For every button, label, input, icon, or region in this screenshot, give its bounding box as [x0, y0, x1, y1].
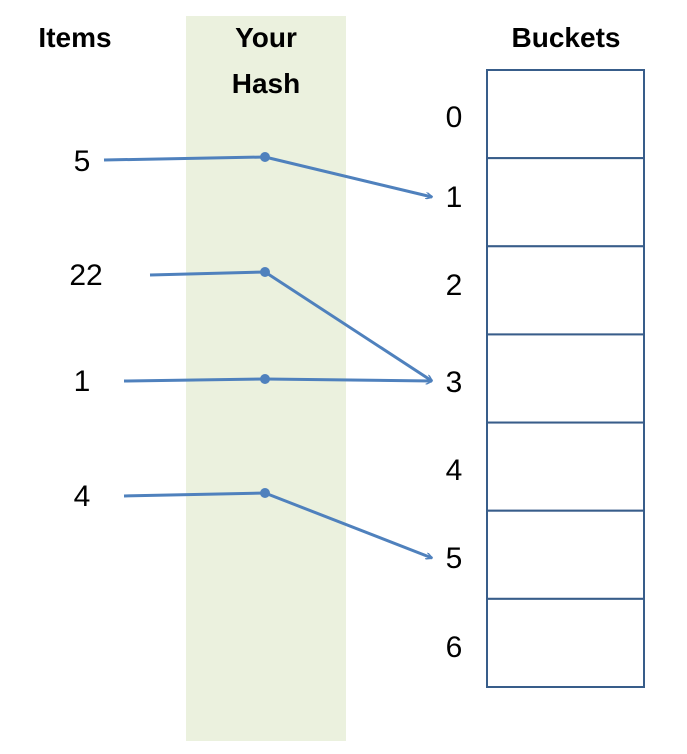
buckets-table [486, 69, 645, 688]
item-to-hash-line [149, 270, 266, 277]
bucket-index: 3 [445, 366, 463, 399]
item-label: 4 [73, 480, 91, 513]
bucket-index: 1 [445, 181, 463, 214]
bucket-cell [486, 421, 645, 512]
bucket-cell [486, 69, 645, 160]
item-to-hash-line [123, 491, 266, 498]
item-to-hash-line [103, 155, 266, 162]
hash-to-bucket-arrow [264, 270, 432, 383]
item-label: 5 [73, 145, 91, 178]
hash-arrows [103, 152, 432, 558]
bucket-index: 6 [445, 631, 463, 664]
hash-point [260, 374, 270, 384]
hash-header-line2: Hash [231, 68, 301, 99]
buckets-header: Buckets [511, 22, 621, 53]
bucket-index: 2 [445, 269, 463, 302]
hash-to-bucket-arrow [264, 155, 432, 197]
hash-point [260, 267, 270, 277]
bucket-cell [486, 157, 645, 248]
bucket-cell [486, 597, 645, 688]
hash-to-bucket-arrow [264, 379, 432, 381]
bucket-index: 0 [445, 101, 463, 134]
item-label: 1 [73, 365, 91, 398]
bucket-index: 4 [445, 454, 463, 487]
items-header: Items [38, 22, 112, 53]
hash-header-line1: Your [235, 22, 297, 53]
bucket-cell [486, 509, 645, 600]
hash-to-bucket-arrow [264, 491, 432, 558]
bucket-index: 5 [445, 542, 463, 575]
hash-point [260, 488, 270, 498]
item-label: 22 [69, 259, 103, 292]
hash-point [260, 152, 270, 162]
item-to-hash-line [123, 377, 266, 383]
bucket-cell [486, 333, 645, 424]
bucket-cell [486, 245, 645, 336]
